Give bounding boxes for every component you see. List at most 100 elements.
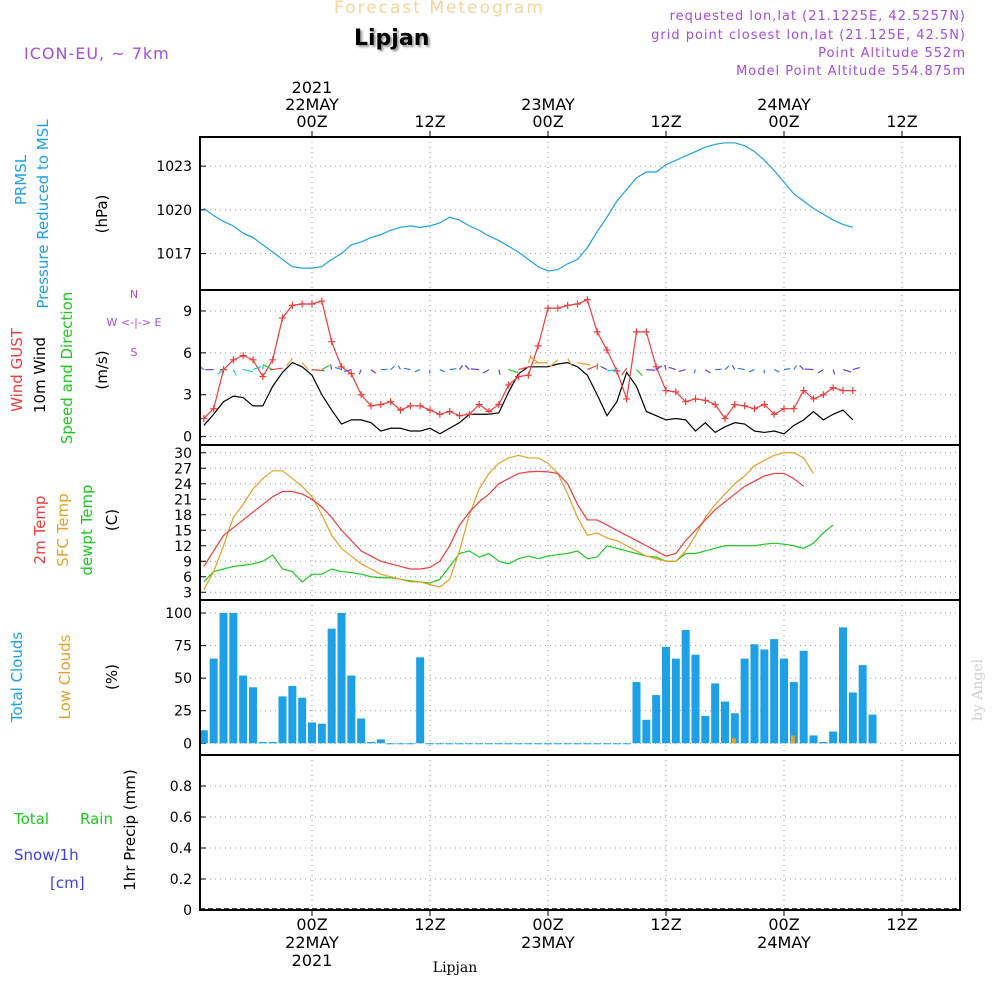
panel-frame — [199, 136, 961, 291]
wind-gust-line-point — [701, 396, 709, 404]
wind-arrow — [799, 365, 805, 371]
dewpt-temp-label: dewpt Temp — [78, 484, 96, 575]
wind-gust-line-point — [426, 406, 434, 414]
wind-gust-line-point — [269, 356, 277, 364]
compass-n: N — [130, 288, 138, 301]
total-cloud-bar — [848, 692, 857, 744]
y-tick-label: 30 — [174, 446, 192, 462]
total-cloud-bar — [662, 646, 670, 744]
wind-gust-line-point — [387, 398, 395, 406]
time-tick-label-top: 12Z — [650, 112, 681, 131]
wind-gust-line-point — [436, 410, 444, 418]
wind-gust-line-point — [593, 328, 601, 336]
total-cloud-bar — [573, 743, 582, 745]
wind-gust-line-point — [760, 401, 768, 409]
chart-title: Forecast Meteogram — [334, 0, 545, 18]
snow-unit: [cm] — [50, 874, 85, 892]
total-cloud-bar — [455, 743, 464, 745]
y-tick-label: 0.4 — [170, 841, 192, 857]
y-tick-label: 0.6 — [170, 810, 192, 826]
total-cloud-bar — [199, 730, 208, 744]
requested-coords: requested lon,lat (21.1225E, 42.5257N) — [669, 9, 966, 24]
wind-gust-line-point — [810, 395, 817, 403]
date-label-top: 22MAY — [285, 95, 339, 114]
wind-arrow — [832, 369, 836, 375]
wind-arrow — [773, 369, 780, 373]
total-cloud-bar — [553, 743, 562, 745]
time-tick-label-bottom: 00Z — [532, 915, 563, 934]
wind-arrow — [262, 363, 265, 370]
time-tick-label-top: 00Z — [768, 112, 799, 131]
y-tick-label: 9 — [183, 554, 192, 570]
wind-gust-line-point — [249, 356, 257, 364]
wind-arrow — [621, 367, 628, 376]
wind-gust-line-point — [574, 300, 581, 308]
wind-label: 10m Wind — [31, 337, 49, 413]
wind-arrow — [321, 364, 330, 371]
wind-arrow — [737, 367, 745, 371]
wind-gust-line-point — [623, 395, 631, 403]
total-cloud-bar — [268, 741, 277, 744]
wind-gust-line-point — [515, 373, 522, 381]
wind-arrow — [330, 364, 333, 370]
y-tick-label: 100 — [165, 606, 192, 622]
wind-arrow — [600, 365, 608, 371]
wind-gust-line-point — [711, 401, 719, 409]
wind-arrow — [748, 369, 755, 373]
wind-gust-line-point — [229, 356, 237, 364]
total-clouds-label: Total Clouds — [8, 632, 26, 724]
wind-gust-line-point — [672, 388, 680, 396]
y-tick-label: 0 — [183, 903, 192, 919]
time-tick-label-bottom: 12Z — [886, 915, 917, 934]
total-cloud-bar — [396, 743, 405, 745]
wind-arrow — [243, 369, 253, 373]
date-label-top: 24MAY — [757, 95, 811, 114]
wind-arrow — [263, 364, 273, 371]
total-cloud-bar — [327, 628, 336, 744]
sfc-temp-label: SFC Temp — [54, 493, 72, 566]
time-tick-label-bottom: 12Z — [650, 915, 681, 934]
wind-gust-line-point — [524, 371, 532, 379]
wind-gust-line-point — [692, 395, 699, 403]
temp-2m-label: 2m Temp — [31, 496, 49, 565]
wind-gust-line-point — [475, 401, 483, 409]
wind-gust-line-point — [298, 300, 306, 308]
total-cloud-bar — [603, 743, 611, 745]
total-cloud-bar — [239, 675, 248, 744]
wind-gust-line-point — [200, 414, 208, 422]
wind-arrow — [232, 369, 237, 376]
total-cloud-bar — [721, 701, 729, 744]
wind-gust-line-point — [770, 410, 778, 418]
wind-arrow — [397, 365, 402, 370]
wind-arrow — [804, 368, 814, 371]
y-tick-label: 0 — [183, 736, 192, 752]
wind-gust-line-point — [259, 373, 267, 381]
footer-location: Lipjan — [433, 960, 477, 976]
y-tick-label: 6 — [183, 570, 192, 586]
low-cloud-bar — [731, 738, 736, 744]
wind-gust-label: Wind GUST — [8, 327, 26, 412]
wind-gust-line — [203, 298, 853, 420]
total-cloud-bar — [770, 639, 779, 744]
total-cloud-bar — [229, 613, 238, 744]
total-cloud-bar — [632, 682, 641, 744]
total-cloud-bar — [780, 658, 788, 744]
total-cloud-bar — [809, 735, 818, 744]
y-tick-label: 6 — [183, 346, 192, 362]
time-tick-label-top: 12Z — [886, 112, 917, 131]
total-cloud-bar — [711, 683, 720, 744]
wind-arrow — [577, 362, 591, 366]
wind-gust-line-point — [603, 346, 611, 354]
y-tick-label: 21 — [174, 492, 192, 508]
wind-gust-line-point — [731, 401, 739, 409]
date-label-bottom: 22MAY — [285, 933, 339, 952]
wind-gust-line-point — [210, 405, 218, 413]
compass-s: S — [131, 346, 138, 359]
total-cloud-bar — [475, 743, 484, 745]
total-cloud-bar — [563, 743, 572, 745]
snow-label: Snow/1h — [14, 846, 79, 864]
total-cloud-bar — [593, 743, 602, 745]
wind-gust-line-point — [367, 402, 375, 410]
model-label: ICON-EU, ~ 7km — [24, 44, 170, 63]
total-cloud-bar — [544, 743, 552, 745]
